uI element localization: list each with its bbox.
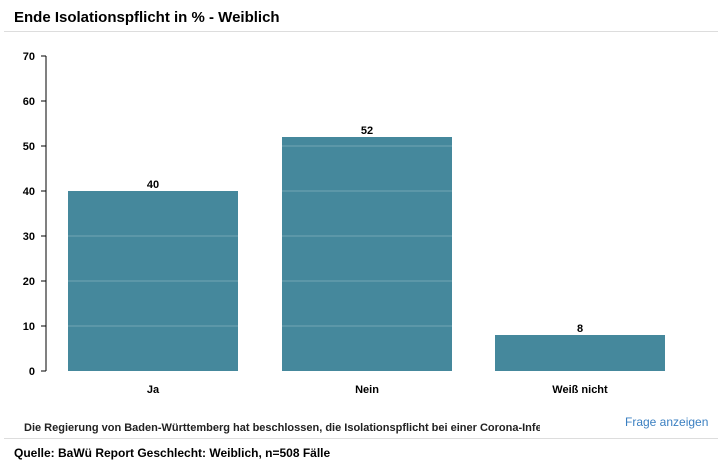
show-question-link[interactable]: Frage anzeigen (625, 415, 709, 429)
data-label: 52 (361, 125, 373, 137)
source-text: Quelle: BaWü Report Geschlecht: Weiblich… (14, 446, 331, 460)
y-tick-label: 60 (23, 96, 35, 108)
y-tick-label: 30 (23, 231, 35, 243)
y-tick-label: 20 (23, 276, 35, 288)
bar (282, 137, 452, 371)
divider (4, 438, 718, 439)
bar (68, 191, 238, 371)
y-tick-label: 10 (23, 321, 35, 333)
y-tick-label: 70 (23, 51, 35, 63)
bar (495, 335, 665, 371)
data-label: 8 (577, 323, 583, 335)
y-tick-label: 40 (23, 186, 35, 198)
x-tick-label: Nein (355, 384, 379, 396)
data-label: 40 (147, 179, 159, 191)
chart-title: Ende Isolationspflicht in % - Weiblich (14, 9, 280, 26)
x-tick-label: Weiß nicht (552, 384, 608, 396)
y-tick-label: 50 (23, 141, 35, 153)
y-tick-label: 0 (29, 366, 35, 378)
x-tick-label: Ja (147, 384, 160, 396)
bar-chart: 0 10 20 30 40 50 60 70 40 Ja 52 Nein 8 Weiß nicht (23, 51, 665, 396)
divider (4, 31, 718, 32)
question-text: Die Regierung von Baden-Württemberg hat … (24, 422, 540, 434)
